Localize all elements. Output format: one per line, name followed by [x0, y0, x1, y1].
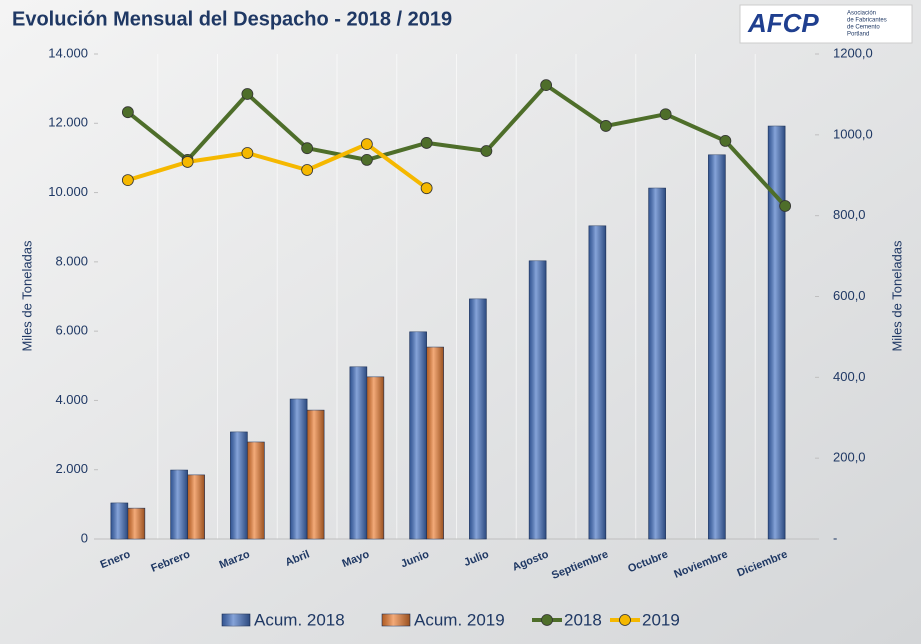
bar-shade — [187, 474, 205, 539]
y2-tick-label: 200,0 — [833, 450, 866, 465]
bar-shade — [469, 298, 487, 539]
bar-shade — [426, 347, 444, 539]
point — [121, 106, 134, 119]
bar-shade — [349, 366, 367, 539]
point — [719, 134, 732, 147]
point — [241, 88, 254, 100]
bar-shade — [588, 225, 606, 540]
y-tick-label: 12.000 — [48, 115, 88, 130]
logo-line: de Fabricantes — [847, 18, 887, 24]
point — [301, 142, 314, 155]
y-axis-label: Miles de Toneladas — [19, 240, 34, 352]
logo-box — [739, 4, 913, 44]
logo: AFCP Asociación de Fabricantes de Cement… — [739, 4, 913, 44]
legend-label: Acum. 2019 — [414, 610, 505, 629]
point — [659, 108, 672, 121]
y-tick-label: 10.000 — [48, 184, 88, 199]
point — [779, 200, 792, 212]
bar-shade — [409, 331, 427, 539]
point — [121, 174, 134, 187]
line — [126, 83, 787, 208]
y-tick-label: 6.000 — [55, 323, 88, 338]
point — [360, 138, 373, 151]
line — [127, 142, 428, 190]
y-tick-label: 14.000 — [48, 45, 88, 60]
y2-tick-label: 600,0 — [833, 288, 866, 303]
point — [540, 79, 553, 92]
y2-tick-label: 1200,0 — [833, 45, 873, 60]
bar-shade — [366, 376, 384, 539]
bar-shade — [529, 260, 547, 539]
bar-shade — [768, 126, 786, 540]
y2-tick-label: 400,0 — [833, 369, 866, 384]
y2-tick-label: 1000,0 — [833, 126, 873, 141]
legend-shade — [222, 614, 250, 626]
legend-label: Acum. 2018 — [254, 610, 345, 629]
point — [301, 164, 314, 176]
point — [420, 182, 433, 195]
y2-tick-label: 800,0 — [833, 207, 866, 222]
bar-shade — [247, 442, 265, 539]
legend-shade — [382, 614, 410, 626]
y-tick-label: 8.000 — [55, 253, 88, 268]
chart-title: Evolución Mensual del Despacho - 2018 / … — [12, 8, 452, 30]
y-tick-label: 2.000 — [55, 461, 88, 476]
bar-shade — [110, 502, 128, 539]
logo-line: Asociación — [847, 11, 876, 17]
legend-label: 2019 — [642, 610, 680, 629]
legend-point — [619, 614, 631, 626]
logo-line: de Cemento — [847, 25, 880, 31]
bar-shade — [170, 470, 188, 539]
logo-text: AFCP — [747, 8, 819, 38]
y2-tick-label: - — [833, 530, 837, 545]
legend-label: 2018 — [564, 610, 602, 629]
bar-shade — [230, 431, 248, 539]
bar-shade — [290, 399, 308, 539]
bar-shade — [307, 410, 325, 539]
bar-shade — [648, 188, 666, 539]
legend-point — [541, 614, 553, 626]
logo-line: Portland — [847, 32, 869, 38]
point — [360, 153, 373, 166]
point — [480, 145, 493, 157]
y-tick-label: 4.000 — [55, 392, 88, 407]
y2-axis-label: Miles de Toneladas — [889, 240, 904, 352]
point — [241, 147, 254, 159]
point — [420, 137, 433, 149]
point — [599, 120, 612, 132]
bar-shade — [708, 154, 726, 539]
point — [181, 156, 194, 168]
bar-shade — [127, 508, 145, 539]
y-tick-label: 0 — [81, 530, 88, 545]
